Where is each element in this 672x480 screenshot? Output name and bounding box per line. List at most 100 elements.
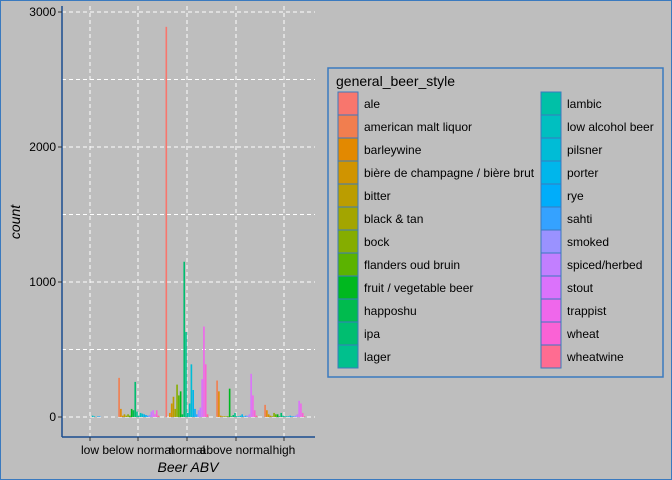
legend-label: low alcohol beer [567,120,654,134]
legend-key [337,137,359,162]
bar [146,415,149,417]
bar [216,380,218,417]
bar [234,412,236,417]
bar [296,414,299,417]
legend: general_beer_style ale american malt liqu… [327,67,664,378]
bar [298,400,300,417]
legend-key [540,137,562,162]
bar [192,390,194,417]
legend-key [337,344,359,369]
bar [185,331,187,417]
legend-key [540,252,562,277]
bar [123,414,126,417]
legend-key [540,183,562,208]
bar [241,414,243,417]
bar [155,410,158,417]
legend-key [337,298,359,323]
legend-label: bock [364,235,390,249]
legend-key [337,91,359,116]
bar [253,410,256,417]
bar [152,410,154,417]
legend-box [327,67,664,378]
bar [278,416,281,417]
bar [266,410,268,417]
legend-label: smoked [567,235,609,249]
legend-label: porter [567,166,598,180]
bar [239,415,242,417]
legend-key [337,114,359,139]
legend-key [540,91,562,116]
legend-label: ipa [364,327,380,341]
legend-label: stout [567,281,594,295]
legend-key [540,275,562,300]
bar [246,415,249,417]
legend-key [337,252,359,277]
bar [291,416,293,417]
bar [176,384,178,417]
legend-key [337,160,359,185]
bar [284,416,286,417]
bar [134,381,137,417]
bar [178,395,180,417]
legend-label: lambic [567,97,602,111]
legend-label: flanders oud bruin [364,258,460,272]
bar [120,408,122,417]
y-tick-label: 3000 [29,5,56,19]
legend-label: wheat [566,327,600,341]
bar [271,416,274,417]
bar [230,416,233,417]
bar [303,416,306,417]
x-tick-label: below normal [102,443,173,457]
legend-label: black & tan [364,212,423,226]
x-tick-label: high [273,443,296,457]
bar [136,411,138,417]
bar [197,410,200,417]
bar [188,403,191,417]
bar [276,414,279,417]
bar [269,415,272,417]
bar [199,407,202,417]
axes: 0 1000 2000 3000 low below normalnormalabove … [29,5,315,457]
bar [130,408,133,417]
bar [287,416,290,417]
legend-label: american malt liquor [364,120,472,134]
bar [292,416,295,417]
bar [145,414,147,417]
bar [252,395,254,417]
legend-label: rye [567,189,584,203]
bar [221,416,224,417]
bar [280,412,283,417]
legend-title: general_beer_style [336,73,455,89]
legend-label: fruit / vegetable beer [364,281,473,295]
legend-label: wheatwine [566,350,624,364]
bar [203,326,205,417]
bar [194,408,196,417]
bar [201,379,203,417]
bar [264,404,266,417]
x-tick-label: above normal [200,443,273,457]
legend-key [540,229,562,254]
legend-key [540,206,562,231]
y-tick-label: 2000 [29,140,56,154]
bar [232,414,235,417]
bar [248,414,251,417]
bar [275,414,277,417]
bar [236,416,238,417]
bar [169,412,171,417]
bar [219,415,222,417]
bar [282,415,284,417]
legend-key [540,114,562,139]
legend-key [337,321,359,346]
bar [255,415,258,417]
bar [121,415,124,417]
bar [183,261,186,417]
legend-key [337,183,359,208]
bar [150,411,153,417]
bar [267,414,270,417]
bar [125,415,128,417]
legend-label: pilsner [567,143,602,157]
legend-key [337,275,359,300]
legend-key [540,344,562,369]
bar-marks [91,26,306,417]
